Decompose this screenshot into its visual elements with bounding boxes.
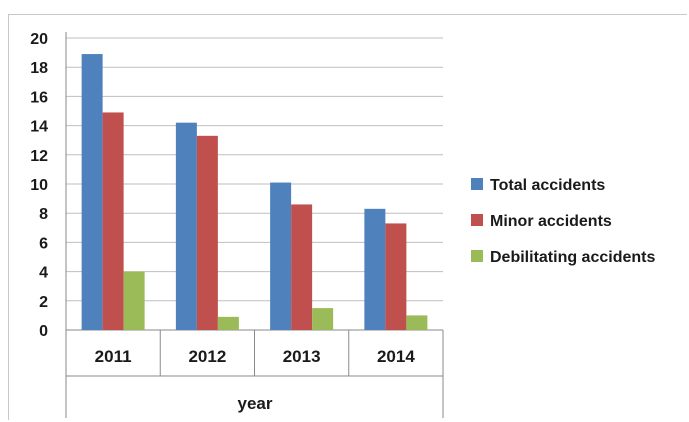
bar-debilitating-accidents-2012 <box>217 316 239 330</box>
bar-minor-accidents-2011 <box>102 112 124 331</box>
bar-debilitating-accidents-2014 <box>406 315 428 330</box>
y-tick-label: 18 <box>30 60 48 77</box>
y-tick-label: 10 <box>30 177 48 194</box>
legend-swatch <box>471 250 483 262</box>
bar-debilitating-accidents-2013 <box>312 308 334 330</box>
bars <box>81 54 428 331</box>
legend-swatch <box>471 214 483 226</box>
bar-total-accidents-2014 <box>364 208 386 330</box>
y-tick-label: 4 <box>39 265 48 282</box>
y-tick-label: 12 <box>30 148 48 165</box>
x-category-label: 2013 <box>283 347 321 366</box>
legend: Total accidents Minor accidents Debilitati… <box>471 177 655 266</box>
x-category-label: 2011 <box>95 347 132 366</box>
legend-label: Debilitating accidents <box>490 249 655 266</box>
x-axis-categories: 2011 2012 2013 2014 <box>95 347 416 366</box>
x-category-label: 2014 <box>377 347 415 366</box>
legend-swatch <box>471 178 483 190</box>
y-axis-ticks: 0 2 4 6 8 10 12 14 16 18 20 <box>30 31 48 340</box>
y-tick-label: 6 <box>39 235 48 252</box>
y-tick-label: 2 <box>39 294 48 311</box>
bar-minor-accidents-2012 <box>196 135 218 330</box>
y-tick-label: 8 <box>39 206 48 223</box>
x-axis <box>65 32 444 418</box>
x-category-label: 2012 <box>188 347 226 366</box>
bar-total-accidents-2013 <box>270 182 292 330</box>
y-tick-label: 16 <box>30 89 48 106</box>
y-tick-label: 20 <box>30 31 48 48</box>
bar-total-accidents-2011 <box>81 54 103 331</box>
legend-label: Total accidents <box>490 177 605 194</box>
x-axis-label: year <box>238 394 273 413</box>
bar-minor-accidents-2013 <box>291 204 313 330</box>
bar-minor-accidents-2014 <box>385 223 407 330</box>
legend-label: Minor accidents <box>490 213 612 230</box>
y-tick-label: 0 <box>39 323 48 340</box>
chart-frame <box>8 14 687 420</box>
bar-total-accidents-2012 <box>175 122 197 331</box>
y-tick-label: 14 <box>30 119 48 136</box>
bar-debilitating-accidents-2011 <box>123 271 145 330</box>
